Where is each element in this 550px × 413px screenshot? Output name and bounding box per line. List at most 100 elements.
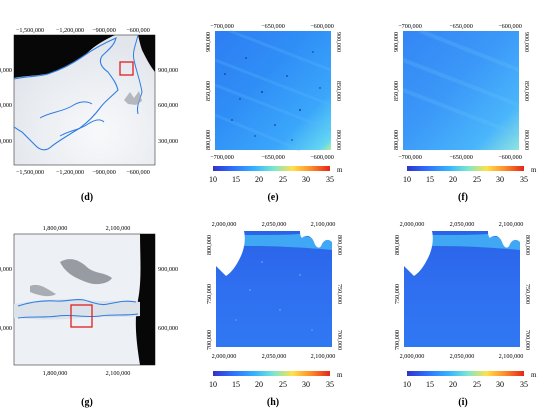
panel-i-colorbar-tick-4: 25 — [473, 380, 481, 389]
panel-e-y-tick-left-2: 850,000 — [205, 81, 212, 101]
panel-d-x-tick-bottom-3: −900,000 — [92, 169, 116, 176]
panel-e-y-tick-right-1: 900,000 — [335, 32, 342, 52]
panel-g-y-tick-left-1: 900,000 — [0, 266, 12, 273]
panel-e-x-tick-bottom-2: −650,000 — [261, 154, 285, 161]
panel-d: −1,500,000 −1,200,000 −900,000 −600,000 … — [0, 27, 178, 203]
panel-g-y-tick-right-2: 600,000 — [158, 325, 178, 332]
panel-g: 1,800,000 2,100,000 1,800,000 2,100,000 … — [0, 225, 178, 408]
panel-d-x-tick-bottom-2: −1,200,000 — [56, 169, 84, 176]
panel-e-y-tick-left-1: 900,000 — [205, 32, 212, 52]
panel-d-x-tick-bottom-4: −600,000 — [126, 169, 150, 176]
panel-f-colorbar-tick-2: 15 — [426, 175, 434, 184]
panel-f-map — [403, 31, 519, 150]
panel-g-coastline — [17, 298, 137, 307]
panel-i-colorbar-bar — [407, 371, 524, 376]
panel-d-inlet-line-2 — [59, 119, 105, 137]
panel-i-edge-band — [404, 234, 520, 250]
panel-f-colorbar-unit: m — [531, 166, 537, 174]
panel-f: −700,000 −650,000 −600,000 −700,000 −650… — [393, 23, 537, 203]
panel-i-nodata-north — [488, 231, 520, 248]
panel-h-y-tick-left-1: 800,000 — [206, 235, 213, 255]
panel-e-colorbar: 10 15 20 25 30 35 m — [209, 166, 343, 184]
panel-h-y-tick-left-3: 700,000 — [206, 330, 213, 350]
panel-f-colorbar: 10 15 20 25 30 35 m — [403, 166, 537, 184]
panel-i-colorbar-tick-3: 20 — [449, 380, 457, 389]
panel-h-x-tick-top-2: 2,050,000 — [262, 221, 287, 228]
panel-h-colorbar-tick-5: 30 — [302, 380, 310, 389]
panel-d-x-tick-top-1: −1,500,000 — [16, 27, 44, 34]
panel-e-colorbar-bar — [213, 166, 330, 171]
panel-i-y-tick-right-3: 700,000 — [524, 330, 531, 350]
panel-e-y-tick-right-2: 850,000 — [335, 81, 342, 101]
panel-e-colorbar-tick-6: 35 — [326, 175, 334, 184]
panel-h-colorbar-tick-4: 25 — [279, 380, 287, 389]
panel-h-y-tick-right-1: 800,000 — [336, 235, 343, 255]
panel-g-selection-box — [70, 304, 93, 328]
panel-d-y-tick-left-3: 300,000 — [0, 138, 12, 145]
panel-h-x-tick-bottom-1: 2,000,000 — [212, 353, 237, 360]
panel-d-y-tick-right-2: 600,000 — [158, 102, 178, 109]
panel-i-colorbar-tick-5: 30 — [496, 380, 504, 389]
panel-d-selection-box — [119, 61, 134, 76]
panel-h-colorbar-bar — [213, 371, 330, 376]
panel-f-y-tick-left-3: 800,000 — [393, 130, 400, 150]
panel-e-x-tick-top-3: −600,000 — [310, 23, 334, 30]
panel-i-colorbar-unit: m — [531, 371, 537, 379]
panel-e-colorbar-tick-2: 15 — [232, 175, 240, 184]
panel-e-x-tick-top-2: −650,000 — [261, 23, 285, 30]
panel-f-x-tick-top-3: −600,000 — [498, 23, 522, 30]
panel-g-ocean-east — [135, 234, 155, 365]
panel-d-ocean — [14, 35, 115, 78]
panel-f-x-tick-top-1: −700,000 — [398, 23, 422, 30]
panel-f-colorbar-tick-5: 30 — [496, 175, 504, 184]
panel-e: −700,000 −650,000 −600,000 −700,000 −650… — [205, 23, 343, 203]
panel-d-x-tick-bottom-1: −1,500,000 — [16, 169, 44, 176]
panel-e-colorbar-tick-3: 20 — [255, 175, 263, 184]
panel-i-x-tick-bottom-2: 2,050,000 — [450, 353, 475, 360]
panel-e-x-tick-bottom-1: −700,000 — [210, 154, 234, 161]
panel-d-coastline — [13, 37, 119, 151]
panel-h-nodata-north — [300, 231, 332, 248]
panel-h: 2,000,000 2,050,000 2,100,000 2,000,000 … — [206, 221, 343, 408]
panel-g-rocks-2 — [30, 284, 56, 297]
panel-f-y-tick-right-3: 800,000 — [523, 130, 530, 150]
panel-h-colorbar-tick-1: 10 — [209, 380, 217, 389]
panel-f-x-tick-bottom-1: −700,000 — [398, 154, 422, 161]
panel-i-x-tick-bottom-3: 2,100,000 — [499, 353, 524, 360]
panel-f-colorbar-bar — [407, 166, 524, 171]
panel-h-label: (h) — [267, 397, 279, 408]
panel-f-y-tick-right-2: 850,000 — [523, 81, 530, 101]
panel-e-artifacts — [224, 51, 321, 141]
panel-h-speckles — [235, 261, 313, 331]
panel-f-x-tick-bottom-2: −650,000 — [449, 154, 473, 161]
panel-g-label: (g) — [81, 397, 93, 408]
panel-i-y-tick-right-2: 750,000 — [524, 284, 531, 304]
panel-g-rocks — [60, 259, 112, 285]
panel-f-colorbar-tick-3: 20 — [449, 175, 457, 184]
panel-i-y-tick-left-3: 700,000 — [394, 330, 401, 350]
panel-i-colorbar-tick-1: 10 — [403, 380, 411, 389]
panel-i-x-tick-top-1: 2,000,000 — [400, 221, 425, 228]
panel-d-inlet-line — [39, 101, 93, 119]
panel-h-colorbar: 10 15 20 25 30 35 m — [209, 371, 343, 389]
panel-e-x-tick-bottom-3: −600,000 — [310, 154, 334, 161]
panel-e-colorbar-tick-4: 25 — [279, 175, 287, 184]
panel-h-nodata-west — [216, 231, 245, 276]
panel-g-coastline-2 — [17, 313, 139, 319]
panel-i-y-tick-left-2: 750,000 — [394, 284, 401, 304]
panel-h-x-tick-top-3: 2,100,000 — [311, 221, 336, 228]
panel-e-colorbar-tick-5: 30 — [302, 175, 310, 184]
panel-i-colorbar: 10 15 20 25 30 35 m — [403, 371, 537, 389]
panel-h-colorbar-tick-2: 15 — [232, 380, 240, 389]
panel-d-x-tick-top-3: −900,000 — [92, 27, 116, 34]
panel-f-label: (f) — [458, 192, 468, 203]
panel-f-colorbar-tick-4: 25 — [473, 175, 481, 184]
panel-i-x-tick-bottom-1: 2,000,000 — [400, 353, 425, 360]
panel-d-x-tick-top-4: −600,000 — [126, 27, 150, 34]
panel-h-x-tick-top-1: 2,000,000 — [212, 221, 237, 228]
panel-d-mountains — [124, 91, 142, 105]
panel-h-colorbar-tick-3: 20 — [255, 380, 263, 389]
panel-i-y-tick-right-1: 800,000 — [524, 235, 531, 255]
